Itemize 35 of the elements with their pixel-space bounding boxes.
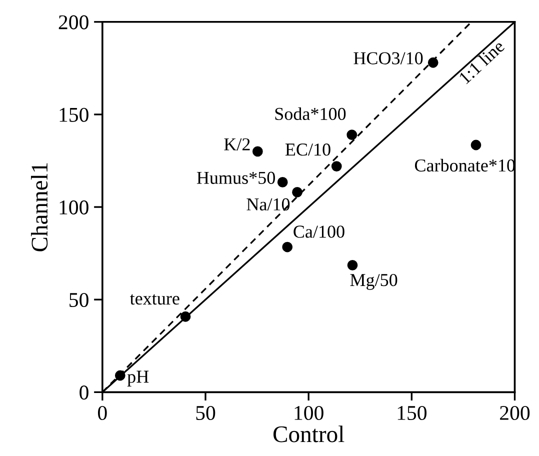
y-tick-label: 0	[80, 386, 88, 400]
point	[282, 242, 293, 252]
x-tick-label: 100	[294, 406, 324, 420]
x-tick-label: 0	[98, 406, 107, 420]
y-tick-label: 150	[60, 108, 88, 122]
point	[347, 260, 358, 270]
point	[180, 311, 191, 322]
point	[346, 130, 358, 140]
point	[428, 57, 438, 68]
annotation: Soda*100	[275, 107, 346, 120]
annotation: Carbonate*10	[414, 158, 515, 172]
point	[470, 140, 482, 150]
x-tick-label: 50	[196, 406, 216, 420]
y-tick-label: 200	[58, 15, 88, 30]
point	[114, 370, 126, 381]
annotation: K/2	[224, 138, 250, 150]
annotation: Humus*50	[196, 172, 275, 184]
annotation: HCO3/10	[354, 52, 423, 64]
annotation: 1:1 line	[458, 39, 506, 84]
x-tick-label: 150	[398, 406, 426, 420]
annotation: Na/10	[246, 198, 290, 210]
annotation: texture	[130, 294, 180, 305]
point	[292, 187, 302, 198]
annotation: EC/10	[285, 143, 330, 156]
x-tick-label: 200	[500, 406, 530, 420]
point	[252, 146, 263, 157]
y-axis-title: Channel1	[31, 163, 48, 252]
y-tick-label: 100	[60, 200, 88, 214]
point	[277, 177, 288, 188]
y-tick-label: 50	[70, 292, 88, 308]
annotation: pH	[127, 370, 149, 386]
annotation: Ca/100	[294, 226, 344, 238]
point	[331, 161, 342, 172]
annotation: Mg/50	[350, 274, 398, 290]
x-axis-title: Control	[273, 426, 344, 442]
